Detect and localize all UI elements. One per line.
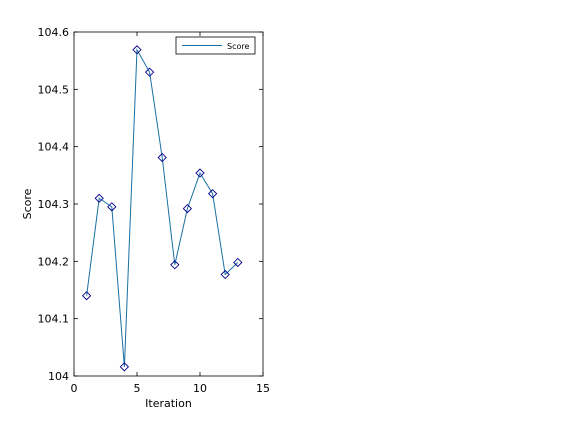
y-axis: 104 104.1 104.2 104.3 104.4 104.5 104.6 (38, 26, 263, 383)
legend: Score (175, 36, 256, 55)
data-point-marker (132, 45, 142, 55)
y-tick-label: 104.5 (38, 83, 70, 96)
y-axis-label: Score (21, 188, 34, 219)
score-markers (81, 45, 243, 372)
y-tick-label: 104.4 (38, 141, 70, 154)
data-point-marker (182, 203, 193, 214)
legend-entry-score: Score (227, 42, 249, 51)
data-point-marker (94, 193, 104, 203)
data-point-marker (170, 260, 180, 270)
x-tick-label: 5 (134, 382, 141, 395)
x-axis: 0 5 10 15 (71, 32, 270, 395)
x-tick-label: 15 (256, 382, 270, 395)
y-tick-label: 104.6 (38, 26, 70, 39)
data-point-marker (207, 189, 218, 199)
plot-area (73, 31, 264, 377)
y-tick-label: 104.3 (38, 198, 70, 211)
data-point-marker (81, 291, 92, 301)
data-point-marker (220, 269, 230, 280)
x-axis-label: Iteration (145, 397, 192, 410)
data-point-marker (107, 202, 117, 212)
data-point-marker (144, 67, 155, 77)
data-point-marker (233, 257, 243, 268)
y-tick-label: 104 (48, 370, 69, 383)
x-tick-label: 0 (71, 382, 78, 395)
data-point-marker (195, 168, 205, 178)
y-tick-label: 104.2 (38, 255, 70, 268)
data-point-marker (119, 362, 130, 372)
score-series-line (86, 47, 239, 367)
data-point-marker (157, 152, 167, 163)
y-tick-label: 104.1 (38, 313, 70, 326)
x-tick-label: 10 (193, 382, 207, 395)
